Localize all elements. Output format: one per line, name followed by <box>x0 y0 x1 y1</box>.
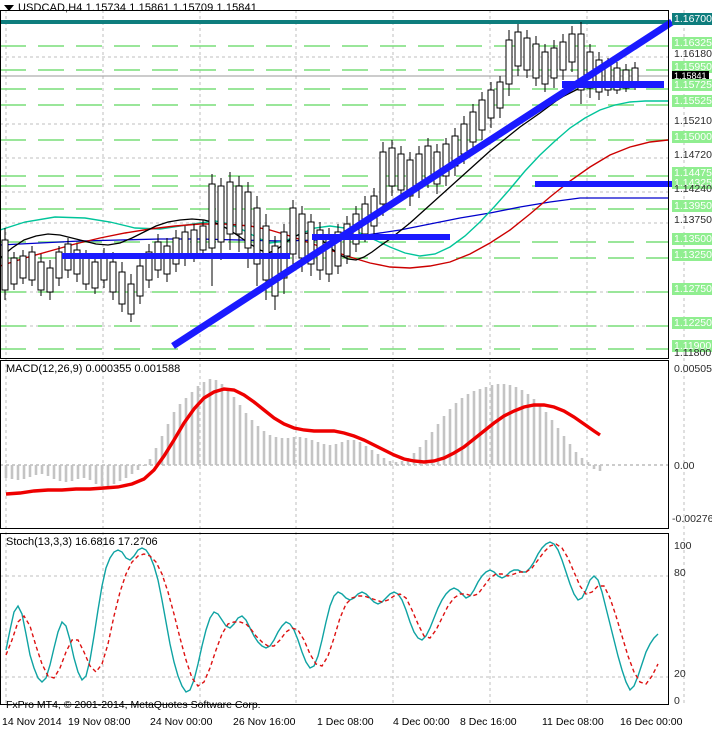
time-label: 24 Nov 00:00 <box>150 716 213 728</box>
symbol-header: USDCAD,H4 1.15734 1.15861 1.15709 1.1584… <box>18 2 257 14</box>
price-label: 1.13500 <box>672 233 712 245</box>
time-label: 1 Dec 08:00 <box>317 716 374 728</box>
stoch-label: Stoch(13,3,3) 16.6816 17.2706 <box>6 536 158 548</box>
price-label: 1.12750 <box>672 283 712 295</box>
macd-label: MACD(12,26,9) 0.000355 0.001588 <box>6 363 181 375</box>
macd-pane-frame <box>0 360 669 529</box>
stoch-axis-label: 80 <box>674 567 686 579</box>
caret-down-icon[interactable] <box>4 5 14 11</box>
stoch-axis-label: 20 <box>674 668 686 680</box>
stoch-pane-frame <box>0 533 669 705</box>
price-label: 1.15210 <box>674 115 712 127</box>
stoch-k-line <box>5 541 659 693</box>
time-label: 14 Nov 2014 <box>2 716 62 728</box>
price-label: 1.13750 <box>674 214 712 226</box>
price-label: 1.15950 <box>672 61 712 73</box>
stoch-d-line <box>5 543 659 687</box>
time-label: 26 Nov 16:00 <box>233 716 296 728</box>
time-label: 11 Dec 08:00 <box>542 716 604 728</box>
time-label: 8 Dec 16:00 <box>460 716 517 728</box>
price-label: 1.15525 <box>672 95 712 107</box>
trendline-blue <box>171 19 674 349</box>
time-label: 16 Dec 00:00 <box>620 716 683 728</box>
price-label: 1.15725 <box>672 79 712 91</box>
price-label: 1.14720 <box>674 149 712 161</box>
price-label: 1.16325 <box>672 37 712 49</box>
current-price-label: 1.15841 <box>672 71 709 81</box>
price-pane-frame <box>0 10 669 359</box>
macd-signal-line <box>5 387 601 496</box>
price-label: 1.12250 <box>672 317 712 329</box>
stoch-axis-label: 0 <box>674 695 680 707</box>
time-label: 19 Nov 08:00 <box>68 716 131 728</box>
macd-axis-label: -0.002768 <box>672 513 712 525</box>
macd-axis-label: 0.00 <box>674 460 695 472</box>
price-label: 1.13250 <box>672 249 712 261</box>
price-label: 1.11900 <box>672 340 712 352</box>
price-label: 1.13950 <box>672 200 712 212</box>
vertical-gridlines <box>5 10 685 705</box>
price-label: 1.14475 <box>672 167 712 179</box>
price-label: 1.11800 <box>674 347 712 359</box>
macd-axis-label: 0.005051 <box>674 363 712 375</box>
price-label: 1.16700 <box>672 13 712 25</box>
price-label: 1.14240 <box>674 183 712 195</box>
support-line-top <box>562 81 664 88</box>
macd-histogram <box>4 379 602 486</box>
price-label: 1.14325 <box>672 177 712 189</box>
price-label: 1.15000 <box>672 131 712 143</box>
time-label: 4 Dec 00:00 <box>393 716 450 728</box>
ma-black <box>0 80 601 261</box>
broker-copyright: FxPro MT4, © 2001-2014, MetaQuotes Softw… <box>6 699 261 711</box>
price-label: 1.16180 <box>674 48 712 60</box>
stoch-axis-label: 100 <box>674 540 692 552</box>
